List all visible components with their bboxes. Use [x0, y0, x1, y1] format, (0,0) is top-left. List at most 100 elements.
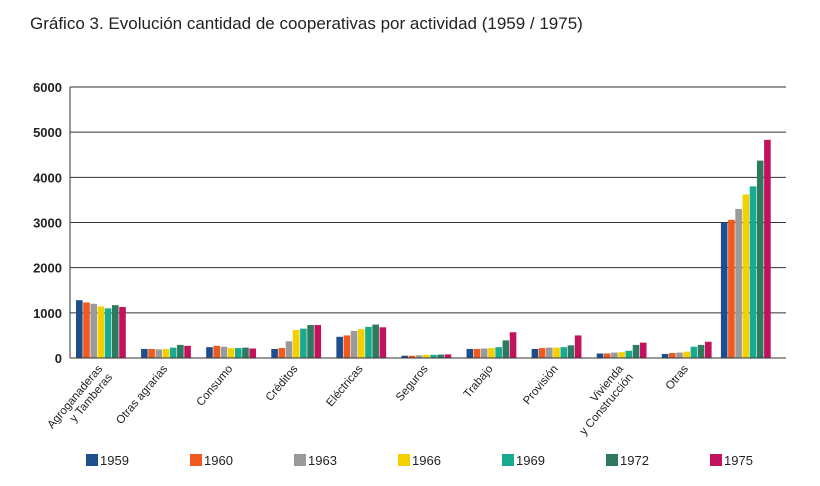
x-tick-label: Créditos: [264, 363, 301, 404]
bar-1972-10: [756, 160, 764, 358]
svg-text:Consumo: Consumo: [195, 363, 236, 408]
bar-1975-10: [764, 139, 771, 358]
bar-1963-5: [415, 355, 423, 358]
bar-1966-1: [162, 348, 170, 358]
bar-1969-5: [430, 354, 437, 358]
bar-1960-5: [408, 355, 416, 358]
bar-1975-9: [705, 341, 712, 358]
y-tick-label: 1000: [33, 306, 62, 321]
bar-1963-1: [155, 349, 163, 358]
bar-1969-2: [234, 348, 242, 358]
bar-1959-2: [206, 347, 213, 358]
bar-1963-7: [546, 347, 553, 358]
bar-1963-2: [220, 346, 228, 358]
bar-1959-4: [336, 336, 343, 358]
bar-1972-5: [437, 354, 445, 358]
legend-label-1960: 1960: [204, 453, 233, 468]
bar-1959-1: [141, 348, 148, 358]
bar-1969-9: [690, 346, 698, 358]
bar-1975-8: [639, 342, 647, 358]
bar-1960-4: [343, 335, 351, 358]
bar-1963-10: [735, 208, 742, 358]
legend-swatch-1972: [606, 454, 618, 466]
bar-1972-4: [372, 324, 379, 358]
legend-label-1975: 1975: [724, 453, 753, 468]
legend-label-1966: 1966: [412, 453, 441, 468]
bar-1959-5: [401, 355, 409, 358]
svg-text:Trabajo: Trabajo: [462, 363, 496, 400]
x-tick-label: Vivienday Construcción: [568, 363, 636, 438]
legend-swatch-1969: [502, 454, 514, 466]
legend-label-1959: 1959: [100, 453, 129, 468]
legend-swatch-1966: [398, 454, 410, 466]
bar-1969-4: [365, 326, 372, 358]
bar-1969-6: [495, 347, 502, 358]
bar-1960-1: [148, 348, 155, 358]
x-tick-label: Agroganaderasy Tamberas: [45, 363, 115, 431]
bar-1960-8: [603, 353, 611, 358]
legend-label-1972: 1972: [620, 453, 649, 468]
svg-text:Vivienday Construcción: Vivienday Construcción: [568, 363, 636, 438]
legend-swatch-1960: [190, 454, 202, 466]
bar-1963-6: [480, 348, 488, 358]
bar-1959-10: [720, 222, 728, 358]
x-tick-label: Trabajo: [462, 363, 496, 400]
bar-1963-4: [350, 330, 358, 358]
bar-1959-8: [596, 353, 604, 358]
x-tick-label: Provisión: [521, 363, 561, 407]
bar-1969-8: [625, 350, 633, 358]
bar-1975-3: [314, 325, 322, 358]
y-tick-label: 6000: [33, 80, 62, 95]
x-tick-label: Consumo: [195, 363, 236, 408]
bar-1966-8: [618, 352, 625, 358]
bar-1975-2: [249, 348, 256, 358]
bar-1963-9: [676, 352, 683, 358]
bar-1966-3: [292, 330, 300, 358]
bar-1966-7: [553, 347, 560, 358]
svg-text:Provisión: Provisión: [521, 363, 561, 407]
y-tick-label: 5000: [33, 125, 62, 140]
bar-1966-0: [97, 306, 105, 358]
bar-1972-9: [697, 344, 705, 358]
bar-1960-3: [278, 348, 286, 358]
svg-text:Otras: Otras: [664, 363, 691, 392]
y-tick-label: 0: [55, 351, 62, 366]
bar-1959-3: [271, 348, 278, 358]
axes: [69, 87, 786, 359]
bar-1963-0: [90, 303, 97, 358]
grid-lines: [70, 86, 786, 314]
bar-1960-0: [83, 302, 90, 358]
bar-1972-3: [307, 325, 314, 358]
bar-1972-8: [632, 344, 640, 358]
bar-1959-0: [76, 300, 83, 358]
x-tick-label: Seguros: [394, 363, 431, 404]
bar-1969-3: [300, 328, 307, 358]
bar-1966-4: [357, 329, 365, 358]
svg-text:Seguros: Seguros: [394, 363, 431, 404]
bar-1960-9: [669, 353, 676, 358]
x-tick-labels: Agroganaderasy Tamberas Otras agrarias Con…: [45, 363, 691, 438]
bar-1972-7: [567, 345, 575, 358]
legend-label-1969: 1969: [516, 453, 545, 468]
bar-1969-7: [560, 347, 568, 358]
x-tick-label: Eléctricas: [324, 363, 365, 409]
bar-1966-6: [488, 348, 495, 358]
legend-swatch-1963: [294, 454, 306, 466]
bar-1975-4: [379, 327, 387, 358]
bar-1959-7: [531, 348, 539, 358]
bar-1959-9: [661, 353, 669, 358]
x-tick-label: Otras: [664, 363, 691, 392]
bar-1972-6: [502, 340, 510, 358]
bar-1975-0: [119, 306, 126, 358]
bar-1975-5: [444, 354, 452, 358]
bar-1975-1: [184, 345, 191, 358]
bar-1966-10: [742, 194, 750, 358]
bar-1960-10: [728, 219, 735, 358]
y-tick-label: 4000: [33, 170, 62, 185]
bar-1966-9: [683, 351, 691, 358]
y-tick-label: 3000: [33, 216, 62, 231]
legend-swatch-1975: [710, 454, 722, 466]
svg-text:Otras agrarias: Otras agrarias: [114, 363, 170, 427]
x-tick-label: Otras agrarias: [114, 363, 170, 427]
